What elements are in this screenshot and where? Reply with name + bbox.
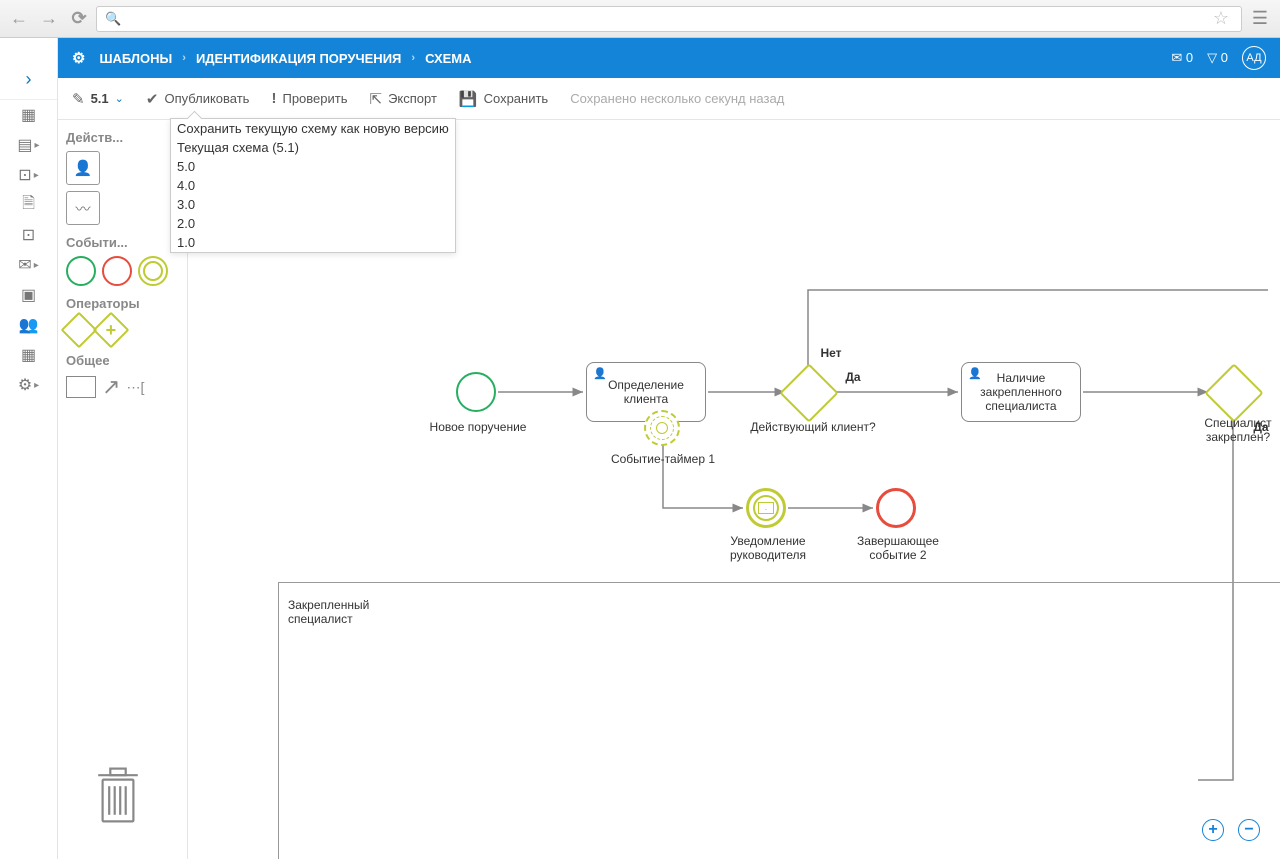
gateway-specialist[interactable] [1204,363,1263,422]
browser-chrome: ← → ⟳ 🔍 ☆ ☰ [0,0,1280,38]
end-event-2-label: Завершающее событие 2 [843,534,953,562]
user-avatar[interactable]: АД [1242,46,1266,70]
message-event-label: Уведомление руководителя [708,534,828,562]
breadcrumb: ШАБЛОНЫ › ИДЕНТИФИКАЦИЯ ПОРУЧЕНИЯ › СХЕМ… [99,51,471,66]
dropdown-v4[interactable]: 4.0 [171,176,455,195]
palette-gateway-plus[interactable]: + [93,312,130,349]
export-icon: ⇱ [369,90,382,108]
task-assigned-specialist[interactable]: 👤 Наличие закрепленного специалиста [961,362,1081,422]
palette-group-events: Событи... [66,235,179,250]
dropdown-v3[interactable]: 3.0 [171,195,455,214]
task-label: Наличие закрепленного специалиста [970,371,1072,413]
publish-button[interactable]: ✔ Опубликовать [146,90,250,108]
gateway2-yes-label: Да [1246,420,1276,434]
version-label: 5.1 [91,91,109,106]
user-icon: 👤 [593,367,607,380]
rail-item-7[interactable]: ▣ [0,280,57,310]
version-selector[interactable]: ✎ 5.1 ⌄ [72,90,124,108]
breadcrumb-root[interactable]: ШАБЛОНЫ [99,51,172,66]
zoom-out-button[interactable]: − [1238,819,1260,841]
lane-border [278,582,1280,859]
rail-item-4[interactable]: 🗎 [0,190,57,220]
palette-script-task[interactable]: 〰 [66,191,100,225]
palette-user-task[interactable]: 👤 [66,151,100,185]
palette-end-event[interactable] [102,256,132,286]
palette-timer-event[interactable] [138,256,168,286]
timer-event-label: Событие-таймер 1 [598,452,728,466]
rail-item-3[interactable]: ⊡▸ [0,160,57,190]
breadcrumb-sep-icon: › [182,52,186,64]
message-event[interactable] [746,488,786,528]
start-event[interactable] [456,372,496,412]
url-input[interactable] [127,11,1203,26]
toolbar: ✎ 5.1 ⌄ ✔ Опубликовать ! Проверить ⇱ Экс… [58,78,1280,120]
user-icon: 👤 [968,367,982,380]
lane-label: Закрепленный специалист [288,598,378,626]
palette-start-event[interactable] [66,256,96,286]
publish-label: Опубликовать [164,91,249,106]
palette-rect[interactable] [66,376,96,398]
zoom-controls: + − [1202,819,1260,841]
palette-arrow[interactable]: ↗ [102,374,120,400]
topbar: ⚙ ШАБЛОНЫ › ИДЕНТИФИКАЦИЯ ПОРУЧЕНИЯ › СХ… [58,38,1280,78]
exclaim-icon: ! [271,90,276,107]
rail-item-1[interactable]: ▦ [0,100,57,130]
dropdown-v1[interactable]: 1.0 [171,233,455,252]
verify-button[interactable]: ! Проверить [271,90,347,107]
filter-indicator[interactable]: ▽ 0 [1207,50,1228,66]
palette-gateway[interactable] [61,312,98,349]
nav-forward-button[interactable]: → [36,6,62,32]
mail-indicator[interactable]: ✉ 0 [1171,50,1193,66]
rail-item-8[interactable]: 👥 [0,310,57,340]
nav-reload-button[interactable]: ⟳ [66,6,92,32]
rail-item-6[interactable]: ✉▸ [0,250,57,280]
save-label: Сохранить [484,91,549,106]
breadcrumb-sep-icon: › [411,52,415,64]
export-label: Экспорт [388,91,437,106]
breadcrumb-item[interactable]: ИДЕНТИФИКАЦИЯ ПОРУЧЕНИЯ [196,51,401,66]
save-button[interactable]: 💾 Сохранить [459,90,548,108]
export-button[interactable]: ⇱ Экспорт [369,90,436,108]
task-label: Определение клиента [595,378,697,406]
breadcrumb-page: СХЕМА [425,51,471,66]
dropdown-v2[interactable]: 2.0 [171,214,455,233]
gateway-active-client[interactable] [779,363,838,422]
timer-event[interactable] [644,410,680,446]
browser-menu-button[interactable]: ☰ [1246,6,1274,32]
check-icon: ✔ [146,90,159,108]
rail-expand-button[interactable]: › [0,60,57,100]
palette-annotation[interactable]: ⋯[ [126,379,144,396]
trash-icon[interactable] [96,766,140,829]
zoom-in-button[interactable]: + [1202,819,1224,841]
gateway-yes-label: Да [838,370,868,384]
dropdown-current[interactable]: Текущая схема (5.1) [171,138,455,157]
palette-group-actions: Действ... [66,130,179,145]
rail-item-10[interactable]: ⚙▸ [0,370,57,400]
bookmark-icon[interactable]: ☆ [1209,8,1233,29]
topbar-gear-icon[interactable]: ⚙ [72,49,85,67]
gateway-label: Действующий клиент? [733,420,893,434]
version-dropdown: Сохранить текущую схему как новую версию… [170,118,456,253]
nav-back-button[interactable]: ← [6,6,32,32]
search-icon: 🔍 [105,11,121,27]
save-icon: 💾 [459,90,478,108]
rail-item-5[interactable]: ⊡ [0,220,57,250]
rail-item-9[interactable]: ▦ [0,340,57,370]
chevron-down-icon: ⌄ [115,92,124,105]
left-rail: › ▦ ▤▸ ⊡▸ 🗎 ⊡ ✉▸ ▣ 👥 ▦ ⚙▸ [0,38,58,859]
palette-group-operators: Операторы [66,296,179,311]
url-bar[interactable]: 🔍 ☆ [96,6,1242,32]
rail-item-2[interactable]: ▤▸ [0,130,57,160]
task-define-client[interactable]: 👤 Определение клиента [586,362,706,422]
gateway-no-label: Нет [811,346,851,360]
dropdown-v5[interactable]: 5.0 [171,157,455,176]
palette-group-general: Общее [66,353,179,368]
end-event-2[interactable] [876,488,916,528]
version-icon: ✎ [72,90,85,108]
save-status: Сохранено несколько секунд назад [570,91,784,106]
dropdown-save-as[interactable]: Сохранить текущую схему как новую версию [171,119,455,138]
palette: Действ... 👤 〰 Событи... [58,120,188,859]
verify-label: Проверить [282,91,347,106]
start-event-label: Новое поручение [408,420,548,434]
